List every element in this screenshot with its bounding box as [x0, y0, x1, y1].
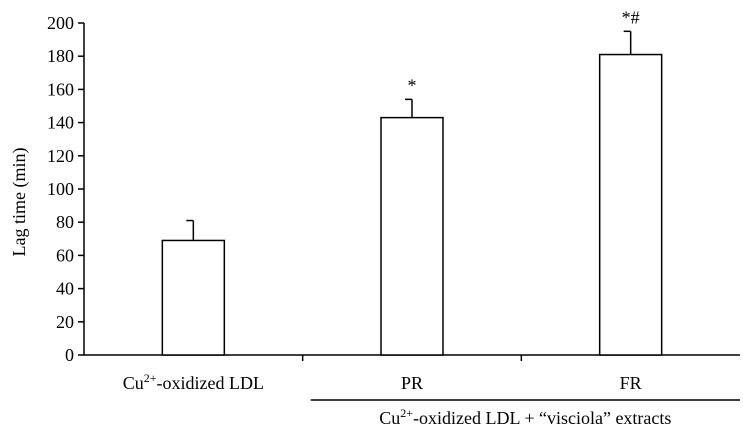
y-tick-label: 60 — [56, 245, 74, 265]
y-tick-label: 0 — [65, 345, 74, 365]
category-label-text: FR — [620, 373, 642, 393]
category-label-text: Cu — [123, 373, 144, 393]
group-label-post: -oxidized LDL + “visciola” extracts — [413, 408, 671, 428]
category-label-text: PR — [401, 373, 423, 393]
category-label: Cu2+-oxidized LDL — [123, 371, 264, 393]
y-tick-label: 80 — [56, 212, 74, 232]
category-label-superscript: 2+ — [144, 371, 157, 385]
group-label-pre: Cu — [379, 408, 400, 428]
y-tick-label: 200 — [47, 13, 74, 33]
y-tick-label: 40 — [56, 279, 74, 299]
y-axis: 0 20 40 60 80 100 120 140 160 180 200 — [47, 13, 85, 365]
error-bars — [186, 30, 632, 241]
y-tick-label: 20 — [56, 312, 74, 332]
y-tick-label: 120 — [47, 146, 74, 166]
y-axis-title: Lag time (min) — [9, 148, 30, 257]
category-label-text-rest: -oxidized LDL — [156, 373, 263, 393]
category-label: PR — [401, 373, 423, 393]
group-label: Cu2+-oxidized LDL + “visciola” extracts — [379, 406, 671, 428]
bars — [161, 53, 663, 356]
bar — [380, 116, 444, 356]
bar — [161, 239, 226, 356]
bar — [598, 53, 663, 356]
significance-marker: * — [408, 75, 417, 95]
y-tick-label: 100 — [47, 179, 74, 199]
significance-annotations: * *# — [408, 7, 640, 95]
y-tick-label: 180 — [47, 46, 74, 66]
y-tick-label: 140 — [47, 113, 74, 133]
y-tick-label: 160 — [47, 79, 74, 99]
category-labels: Cu2+-oxidized LDL PR FR — [123, 371, 642, 393]
group-label-sup: 2+ — [400, 406, 413, 420]
x-axis — [84, 354, 740, 361]
category-label: FR — [620, 373, 642, 393]
significance-marker: *# — [622, 7, 640, 27]
